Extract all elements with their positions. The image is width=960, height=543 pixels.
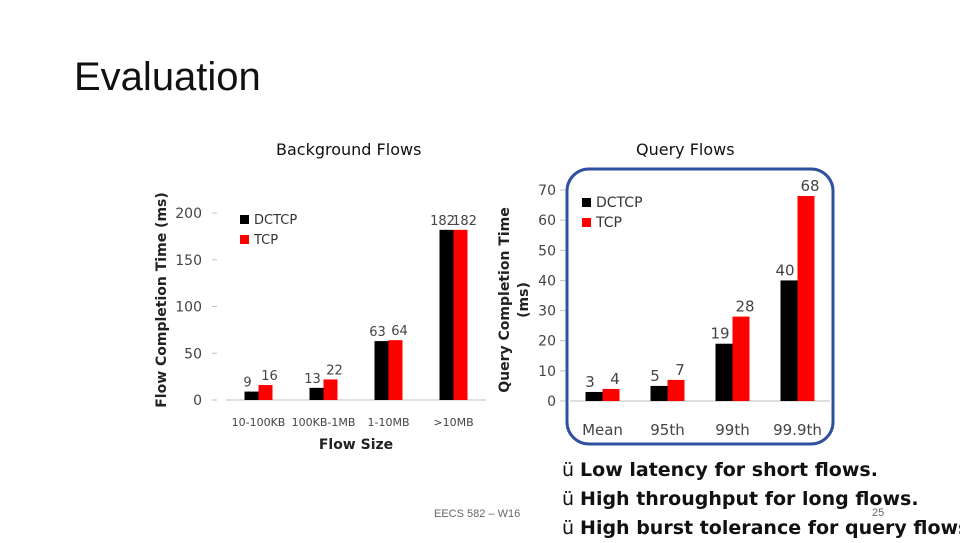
- bg-bar-tcp: [388, 340, 403, 400]
- bg-bar-tcp: [323, 379, 338, 400]
- query-legend-swatch: [582, 218, 591, 227]
- bg-category-label: 10-100KB: [232, 416, 286, 429]
- page-number: 25: [872, 507, 885, 519]
- background-chart-title: Background Flows: [276, 140, 422, 159]
- bg-category-label: 1-10MB: [367, 416, 409, 429]
- bg-data-label: 16: [261, 369, 278, 384]
- query-y-tick-label: 70: [538, 183, 556, 199]
- query-legend-label: DCTCP: [596, 195, 643, 211]
- bg-y-tick-label: 100: [175, 300, 202, 316]
- query-data-label: 68: [800, 177, 819, 195]
- slide-footer: EECS 582 – W16: [434, 508, 521, 520]
- query-y-tick-label: 50: [538, 243, 556, 259]
- query-category-label: 99th: [715, 421, 749, 439]
- query-bar-tcp: [732, 316, 750, 401]
- bg-data-label: 182: [430, 214, 455, 229]
- query-data-label: 7: [675, 361, 685, 379]
- bg-bar-dctcp: [439, 229, 454, 400]
- query-y-axis-label: Query Completion Time: [497, 207, 513, 392]
- bg-legend-swatch: [240, 215, 249, 224]
- bg-legend-label: DCTCP: [254, 213, 297, 228]
- bg-bar-dctcp: [374, 341, 389, 400]
- query-category-label: 95th: [650, 421, 684, 439]
- query-data-label: 4: [610, 370, 620, 388]
- bg-bar-tcp: [453, 229, 468, 400]
- query-bar-dctcp: [715, 343, 733, 401]
- query-chart-title: Query Flows: [636, 140, 735, 159]
- query-y-tick-label: 40: [538, 273, 556, 289]
- bg-data-label: 9: [243, 376, 251, 391]
- bullet-text: High burst tolerance for query flows.: [580, 517, 960, 539]
- check-icon: ü: [562, 517, 575, 539]
- query-data-label: 40: [775, 261, 794, 279]
- query-highlight-box: [565, 167, 835, 446]
- query-data-label: 28: [735, 298, 754, 316]
- query-y-tick-label: 60: [538, 213, 556, 229]
- bg-legend-label: TCP: [253, 233, 278, 248]
- bg-y-tick-label: 150: [175, 253, 202, 269]
- query-bar-dctcp: [780, 280, 798, 401]
- query-bar-tcp: [602, 388, 620, 401]
- query-y-axis-label-line2: (ms): [516, 282, 532, 318]
- query-y-tick-label: 20: [538, 334, 556, 350]
- bg-bar-dctcp: [244, 391, 259, 400]
- bullet-list: ü Low latency for short flows. ü High thro…: [562, 456, 960, 543]
- bg-x-axis-label: Flow Size: [319, 437, 393, 453]
- query-category-label: 99.9th: [773, 421, 822, 439]
- check-icon: ü: [562, 459, 575, 481]
- bg-legend-swatch: [240, 235, 249, 244]
- query-y-tick-label: 10: [538, 364, 556, 380]
- bg-bar-tcp: [258, 385, 273, 400]
- bg-y-axis-label: Flow Completion Time (ms): [154, 192, 170, 408]
- bg-data-label: 64: [391, 324, 408, 339]
- bg-data-label: 22: [326, 363, 343, 378]
- query-category-label: Mean: [582, 421, 623, 439]
- query-y-tick-label: 30: [538, 304, 556, 320]
- bg-y-tick-label: 0: [193, 393, 202, 409]
- bg-y-tick-label: 50: [184, 346, 202, 362]
- bg-data-label: 63: [369, 325, 386, 340]
- query-data-label: 3: [585, 373, 595, 391]
- query-bar-tcp: [667, 379, 685, 401]
- slide-title: Evaluation: [74, 55, 261, 99]
- bullet-item: ü High throughput for long flows.: [562, 485, 960, 514]
- bullet-item: ü High burst tolerance for query flows.: [562, 514, 960, 543]
- bg-data-label: 182: [452, 214, 477, 229]
- query-legend-swatch: [582, 198, 591, 207]
- query-legend-label: TCP: [595, 215, 622, 231]
- bullet-text: Low latency for short flows.: [580, 459, 878, 481]
- bg-y-tick-label: 200: [175, 206, 202, 222]
- bg-bar-dctcp: [309, 387, 324, 400]
- query-y-tick-label: 0: [547, 394, 556, 410]
- bg-data-label: 13: [304, 372, 321, 387]
- query-bar-tcp: [797, 196, 815, 401]
- query-data-label: 5: [650, 367, 660, 385]
- query-bar-dctcp: [650, 385, 668, 401]
- check-icon: ü: [562, 488, 575, 510]
- query-data-label: 19: [710, 325, 729, 343]
- bg-category-label: >10MB: [433, 416, 473, 429]
- query-bar-dctcp: [585, 391, 603, 401]
- bullet-text: High throughput for long flows.: [580, 488, 919, 510]
- bullet-item: ü Low latency for short flows.: [562, 456, 960, 485]
- bg-category-label: 100KB-1MB: [292, 416, 356, 429]
